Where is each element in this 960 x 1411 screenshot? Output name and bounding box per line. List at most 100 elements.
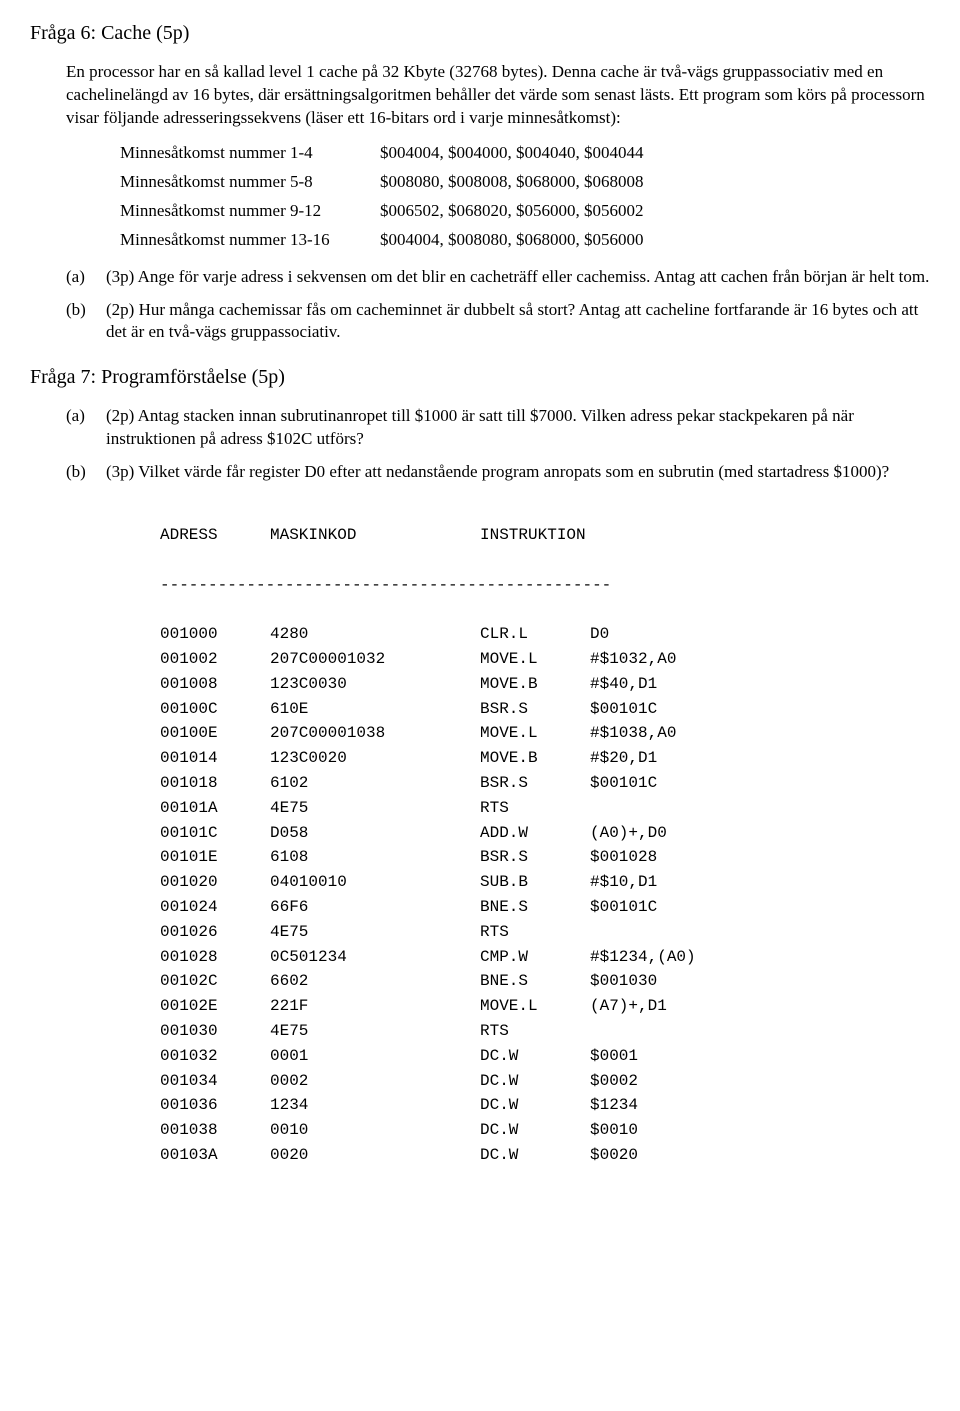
addr-cell: 00103A [160, 1143, 270, 1168]
machine-code-cell: 610E [270, 697, 480, 722]
part-label: (a) [66, 405, 106, 451]
seq-label: Minnesåtkomst nummer 1-4 [120, 142, 380, 165]
mnemonic-cell: MOVE.L [480, 647, 590, 672]
operand-cell: $00101C [590, 895, 930, 920]
addr-cell: 001030 [160, 1019, 270, 1044]
addr-cell: 001024 [160, 895, 270, 920]
seq-value: $004004, $004000, $004040, $004044 [380, 142, 930, 165]
code-row: 00102004010010SUB.B#$10,D1 [160, 870, 930, 895]
operand-cell: $001030 [590, 969, 930, 994]
code-row: 0010380010DC.W$0010 [160, 1118, 930, 1143]
code-row: 0010304E75RTS [160, 1019, 930, 1044]
mnemonic-cell: RTS [480, 796, 590, 821]
machine-code-cell: 0020 [270, 1143, 480, 1168]
mnemonic-cell: RTS [480, 1019, 590, 1044]
operand-cell: $00101C [590, 697, 930, 722]
code-row: 00102C6602BNE.S$001030 [160, 969, 930, 994]
addr-cell: 001036 [160, 1093, 270, 1118]
operand-cell: #$1032,A0 [590, 647, 930, 672]
code-row: 00102466F6BNE.S$00101C [160, 895, 930, 920]
machine-code-cell: 221F [270, 994, 480, 1019]
code-separator: ----------------------------------------… [160, 573, 930, 598]
addr-cell: 00101A [160, 796, 270, 821]
part-body: (3p) Ange för varje adress i sekvensen o… [106, 266, 930, 289]
code-row: 00100C610EBSR.S$00101C [160, 697, 930, 722]
machine-code-cell: 1234 [270, 1093, 480, 1118]
operand-cell: (A0)+,D0 [590, 821, 930, 846]
q6-heading: Fråga 6: Cache (5p) [30, 20, 930, 47]
operand-cell: D0 [590, 622, 930, 647]
part-label: (b) [66, 299, 106, 345]
seq-label: Minnesåtkomst nummer 5-8 [120, 171, 380, 194]
seq-value: $006502, $068020, $056000, $056002 [380, 200, 930, 223]
operand-cell: #$1038,A0 [590, 721, 930, 746]
mnemonic-cell: MOVE.L [480, 721, 590, 746]
addr-cell: 001020 [160, 870, 270, 895]
machine-code-cell: 6602 [270, 969, 480, 994]
q7-heading: Fråga 7: Programförståelse (5p) [30, 364, 930, 391]
operand-cell [590, 796, 930, 821]
code-row: 0010340002DC.W$0002 [160, 1069, 930, 1094]
seq-row: Minnesåtkomst nummer 1-4 $004004, $00400… [120, 142, 930, 165]
operand-cell [590, 920, 930, 945]
machine-code-cell: 4E75 [270, 920, 480, 945]
operand-cell: $0001 [590, 1044, 930, 1069]
code-row: 00101E6108BSR.S$001028 [160, 845, 930, 870]
machine-code-cell: 6102 [270, 771, 480, 796]
mnemonic-cell: ADD.W [480, 821, 590, 846]
operand-cell: $1234 [590, 1093, 930, 1118]
addr-cell: 00101C [160, 821, 270, 846]
operand-cell: $0010 [590, 1118, 930, 1143]
code-row: 0010264E75RTS [160, 920, 930, 945]
machine-code-cell: 66F6 [270, 895, 480, 920]
mnemonic-cell: DC.W [480, 1044, 590, 1069]
machine-code-cell: 04010010 [270, 870, 480, 895]
machine-code-cell: 0C501234 [270, 945, 480, 970]
operand-cell: (A7)+,D1 [590, 994, 930, 1019]
code-row: 001002207C00001032MOVE.L#$1032,A0 [160, 647, 930, 672]
machine-code-cell: 0001 [270, 1044, 480, 1069]
addr-cell: 00101E [160, 845, 270, 870]
q7-part-a: (a) (2p) Antag stacken innan subrutinanr… [66, 405, 930, 451]
seq-row: Minnesåtkomst nummer 13-16 $004004, $008… [120, 229, 930, 252]
operand-cell: $0020 [590, 1143, 930, 1168]
part-body: (2p) Hur många cachemissar fås om cachem… [106, 299, 930, 345]
addr-cell: 00102C [160, 969, 270, 994]
addr-cell: 001014 [160, 746, 270, 771]
mnemonic-cell: CMP.W [480, 945, 590, 970]
machine-code-cell: 207C00001038 [270, 721, 480, 746]
mnemonic-cell: DC.W [480, 1093, 590, 1118]
machine-code-cell: 0002 [270, 1069, 480, 1094]
seq-label: Minnesåtkomst nummer 9-12 [120, 200, 380, 223]
hdr-maskinkod: MASKINKOD [270, 523, 480, 548]
mnemonic-cell: SUB.B [480, 870, 590, 895]
mnemonic-cell: BSR.S [480, 697, 590, 722]
mnemonic-cell: RTS [480, 920, 590, 945]
addr-cell: 001032 [160, 1044, 270, 1069]
mnemonic-cell: MOVE.L [480, 994, 590, 1019]
q6-sequence-block: Minnesåtkomst nummer 1-4 $004004, $00400… [120, 142, 930, 252]
machine-code-cell: 6108 [270, 845, 480, 870]
addr-cell: 001026 [160, 920, 270, 945]
code-row: 0010280C501234CMP.W#$1234,(A0) [160, 945, 930, 970]
mnemonic-cell: BSR.S [480, 845, 590, 870]
machine-code-cell: 4E75 [270, 796, 480, 821]
operand-cell: #$40,D1 [590, 672, 930, 697]
addr-cell: 001008 [160, 672, 270, 697]
machine-code-cell: 207C00001032 [270, 647, 480, 672]
seq-value: $004004, $008080, $068000, $056000 [380, 229, 930, 252]
mnemonic-cell: MOVE.B [480, 672, 590, 697]
code-row: 0010186102BSR.S$00101C [160, 771, 930, 796]
part-label: (b) [66, 461, 106, 484]
code-row: 00101A4E75RTS [160, 796, 930, 821]
code-row: 001014123C0020MOVE.B#$20,D1 [160, 746, 930, 771]
code-row: 0010320001DC.W$0001 [160, 1044, 930, 1069]
seq-value: $008080, $008008, $068000, $068008 [380, 171, 930, 194]
machine-code-cell: 4E75 [270, 1019, 480, 1044]
code-header-row: ADRESSMASKINKODINSTRUKTION [160, 523, 930, 548]
addr-cell: 00100E [160, 721, 270, 746]
machine-code-cell: 0010 [270, 1118, 480, 1143]
code-row: 00103A0020DC.W$0020 [160, 1143, 930, 1168]
code-row: 0010004280CLR.LD0 [160, 622, 930, 647]
mnemonic-cell: BSR.S [480, 771, 590, 796]
